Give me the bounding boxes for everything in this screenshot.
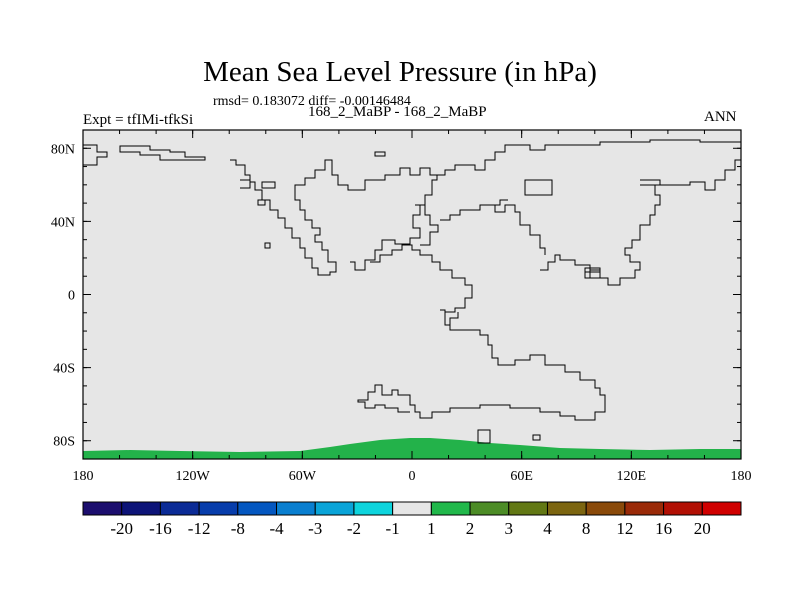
colorbar-labels: -20 -16 -12 -8 -4 -3 -2 -1 1 2 3 4 8 12 16 20 [110,519,710,538]
colorbar-swatch [121,501,161,516]
colorbar-swatch [546,501,587,516]
colorbar-swatch [82,501,123,516]
colorbar-label: -16 [149,519,172,538]
colorbar-swatch [663,501,703,516]
axis-ticks [82,130,742,459]
x-tick-label: 180 [731,469,752,484]
colorbar-swatch [469,501,510,516]
colorbar-label: -1 [386,519,400,538]
colorbar-label: -2 [347,519,361,538]
colorbar-label: 3 [505,519,514,538]
colorbar-label: -12 [188,519,211,538]
colorbar-swatch [585,501,626,516]
x-tick-label: 60E [510,469,533,484]
colorbar-swatch [624,501,665,516]
x-tick-label: 60W [289,469,317,484]
y-tick-label: 40S [53,362,75,377]
colorbar-swatch [392,501,432,516]
x-tick-label: 120W [176,469,211,484]
colorbar [82,501,742,516]
colorbar-swatch [237,501,278,516]
y-tick-label: 80N [51,142,75,157]
antarctic-pressure-band [83,438,741,459]
x-tick-label: 180 [73,469,94,484]
pressure-field [83,130,741,459]
colorbar-swatch [353,501,394,516]
coastlines [83,139,742,444]
colorbar-swatch [430,501,471,516]
experiment-label: Expt = tfIMi-tfkSi [83,112,194,128]
colorbar-label: -4 [269,519,284,538]
colorbar-label: 8 [582,519,591,538]
colorbar-swatch [508,501,548,516]
colorbar-swatch [198,501,239,516]
colorbar-label: 12 [616,519,633,538]
y-tick-label: 40N [51,215,75,230]
colorbar-label: 2 [466,519,475,538]
colorbar-label: -8 [231,519,245,538]
colorbar-label: 4 [543,519,552,538]
x-tick-label: 0 [409,469,416,484]
colorbar-label: 1 [427,519,436,538]
colorbar-swatch [314,501,355,516]
stats-subtitle: rmsd= 0.183072 diff= -0.00146484 [213,94,411,109]
periods-subtitle: 168_2_MaBP - 168_2_MaBP [308,104,487,120]
y-tick-label: 80S [53,435,75,450]
season-label: ANN [704,109,737,125]
y-tick-label: 0 [68,289,75,304]
colorbar-label: 16 [655,519,672,538]
colorbar-swatch [701,501,742,516]
colorbar-swatch [276,501,316,516]
colorbar-label: 20 [694,519,711,538]
x-tick-label: 120E [617,469,647,484]
colorbar-swatch [159,501,200,516]
colorbar-label: -20 [110,519,133,538]
colorbar-label: -3 [308,519,322,538]
plot-title: Mean Sea Level Pressure (in hPa) [203,56,597,88]
axis-tick-labels: 180 120W 60W 0 60E 120E 180 80N 40N 0 40S 80S [51,142,752,484]
